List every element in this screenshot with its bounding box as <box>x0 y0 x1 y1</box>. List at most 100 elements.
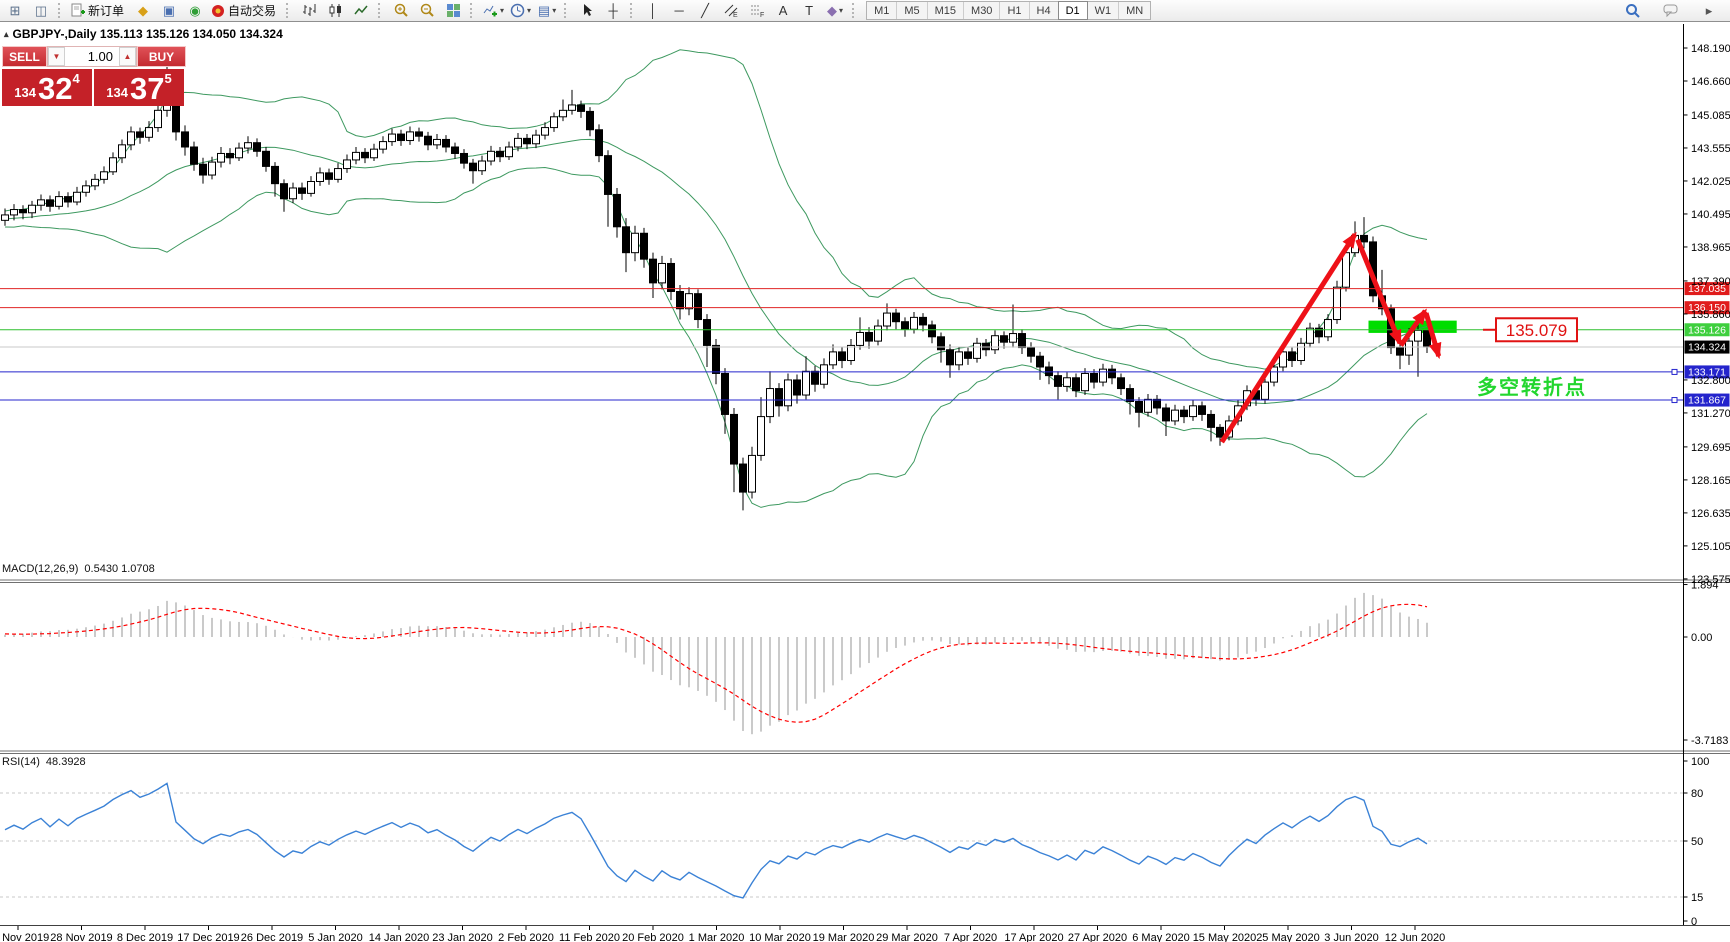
level-lines[interactable]: 137.035 136.150 135.126 134.324 133.171 131.8… <box>0 282 1730 407</box>
toolbar-separator <box>286 3 292 18</box>
trend-arrow[interactable] <box>1423 312 1442 360</box>
buy-price-display[interactable]: 134 37 5 <box>94 69 184 106</box>
macd-tick-label: -3.7183 <box>1691 735 1728 747</box>
candle <box>1108 368 1116 379</box>
horizontal-line-icon: ─ <box>674 3 684 18</box>
sell-price-display[interactable]: 134 32 4 <box>2 69 92 106</box>
timeframe-m1[interactable]: M1 <box>867 2 898 19</box>
support-line-2-handle[interactable] <box>1671 397 1678 404</box>
resistance-line-2-badge-label: 136.150 <box>1688 302 1726 314</box>
annotations[interactable]: 135.079 多空转折点 <box>1219 231 1587 444</box>
timeframe-mn[interactable]: MN <box>1126 5 1144 17</box>
candle <box>415 131 423 137</box>
timeframe-m15[interactable]: M15 <box>928 2 965 19</box>
search-icon[interactable] <box>1620 1 1646 21</box>
trend-arrow[interactable] <box>1398 308 1428 347</box>
volume-decrease-button[interactable]: ▼ <box>48 47 65 66</box>
tile-windows-icon[interactable] <box>440 1 466 21</box>
text-icon: A <box>778 3 788 18</box>
bar-chart-icon[interactable] <box>296 1 322 21</box>
candle <box>1279 351 1287 368</box>
zoom-in-icon[interactable] <box>388 1 414 21</box>
horizontal-line-icon[interactable]: ─ <box>666 1 692 21</box>
cursor-icon[interactable] <box>574 1 600 21</box>
fibonacci-icon[interactable]: F <box>744 1 770 21</box>
candle <box>109 157 117 173</box>
trend-arrow[interactable] <box>1355 238 1403 347</box>
timeframe-m5[interactable]: M5 <box>897 2 928 19</box>
rsi-tick-label: 15 <box>1691 892 1703 904</box>
date-tick-label: 19 Mar 2020 <box>813 932 875 942</box>
text-icon[interactable]: A <box>770 1 796 21</box>
indicators-add-icon[interactable]: ▾ <box>480 1 507 21</box>
resistance-line-1-badge-label: 137.035 <box>1688 283 1726 295</box>
candle <box>910 316 918 330</box>
price-axis[interactable]: 148.190 146.660 145.085 143.555 142.025 140.4… <box>1683 43 1730 586</box>
templates-icon: ▤ <box>537 3 551 18</box>
timeframe-m30[interactable]: M30 <box>964 2 1001 19</box>
candle <box>1 214 9 221</box>
overflow-chevron-icon[interactable]: ▸ <box>1696 1 1722 21</box>
candle <box>1018 333 1026 349</box>
signal-icon[interactable]: ◉ <box>182 1 208 21</box>
price-tick-label: 132.800 <box>1691 375 1730 387</box>
text-label-icon: T <box>805 3 814 18</box>
sell-price-prefix: 134 <box>14 85 36 100</box>
candle <box>1396 347 1404 356</box>
buy-button[interactable]: BUY <box>137 46 186 67</box>
chart-profile-icon[interactable]: ▣ <box>156 1 182 21</box>
line-chart-icon[interactable] <box>348 1 374 21</box>
timeframe-h4[interactable]: H4 <box>1030 2 1059 19</box>
window-icon[interactable]: ⊞ <box>2 1 28 21</box>
chart-preview-icon: ◫ <box>34 3 48 18</box>
candle <box>577 104 585 112</box>
macd-panel[interactable]: 1.894 0.00 -3.7183 <box>4 580 1728 747</box>
candle <box>496 150 504 158</box>
sell-button[interactable]: SELL <box>2 46 47 67</box>
vertical-line-icon[interactable]: │ <box>640 1 666 21</box>
candle <box>703 319 711 346</box>
trendline-icon[interactable]: ╱ <box>692 1 718 21</box>
candle <box>523 137 531 145</box>
timeframe-d1[interactable]: D1 <box>1057 1 1088 20</box>
candle-chart-icon[interactable] <box>322 1 348 21</box>
chart-canvas[interactable]: 137.035 136.150 135.126 134.324 133.171 131.8… <box>0 22 1730 942</box>
candle <box>37 199 45 206</box>
autotrade-button-label: 自动交易 <box>228 4 277 18</box>
search-icon <box>1625 3 1641 19</box>
candle <box>262 150 270 167</box>
candle <box>316 172 324 183</box>
candle <box>1126 388 1134 402</box>
trend-arrow[interactable] <box>1219 231 1358 444</box>
new-order-button-label: 新订单 <box>88 4 125 18</box>
candle <box>1261 381 1269 400</box>
new-order-button[interactable]: 新订单 <box>68 1 130 21</box>
channel-icon[interactable]: E <box>718 1 744 21</box>
zoom-out-icon <box>420 3 435 18</box>
crosshair-icon[interactable]: ┼ <box>600 1 626 21</box>
candle <box>10 209 18 216</box>
chart-preview-icon[interactable]: ◫ <box>28 1 54 21</box>
zoom-out-icon[interactable] <box>414 1 440 21</box>
volume-field[interactable]: 1.00 <box>87 49 113 64</box>
templates-icon[interactable]: ▤ ▾ <box>534 1 560 21</box>
candle <box>424 135 432 146</box>
chat-icon[interactable] <box>1658 1 1684 21</box>
periods-clock-icon[interactable]: ▾ <box>507 1 534 21</box>
support-line-1-handle[interactable] <box>1671 368 1678 375</box>
timeframe-h1[interactable]: H1 <box>1000 2 1030 19</box>
shapes-icon[interactable]: ◆ ▾ <box>822 1 848 21</box>
volume-increase-button[interactable]: ▲ <box>119 47 136 66</box>
candle <box>307 181 315 194</box>
candle <box>811 370 819 385</box>
text-label-icon[interactable]: T <box>796 1 822 21</box>
timeframe-w1[interactable]: W1 <box>1088 2 1120 19</box>
price-tag-box[interactable] <box>1495 317 1578 343</box>
rsi-panel[interactable]: 100 80 50 15 0 <box>0 756 1709 928</box>
autotrade-button[interactable]: 自动交易 <box>208 1 282 21</box>
new-order-button <box>71 3 86 18</box>
candle <box>955 351 963 366</box>
ticket-icon[interactable]: ◆ <box>130 1 156 21</box>
chart-note-text[interactable]: 多空转折点 <box>1477 375 1587 399</box>
